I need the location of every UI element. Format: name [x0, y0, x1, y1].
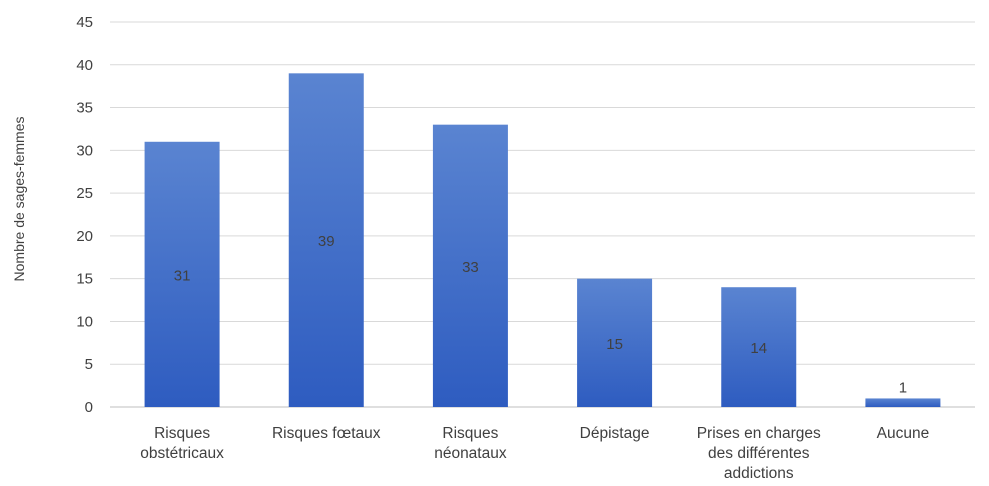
x-tick-label: Risques fœtaux	[272, 425, 381, 442]
y-tick-label: 45	[76, 14, 93, 31]
x-tick-label: Prises en charges des différentes addictio…	[697, 425, 821, 482]
y-tick-label: 15	[76, 271, 93, 288]
x-axis-categories: Risques obstétricaux Risques fœtaux Risques…	[140, 425, 929, 482]
x-tick-label: Risques obstétricaux	[140, 425, 224, 462]
bar	[577, 278, 653, 407]
bar	[721, 287, 797, 407]
y-axis-title: Nombre de sages-femmes	[11, 117, 27, 282]
data-label: 1	[899, 379, 907, 396]
data-labels: 31 39 33 15 14 1	[174, 233, 907, 396]
gridlines	[110, 21, 975, 408]
y-tick-label: 35	[76, 100, 93, 117]
y-tick-label: 10	[76, 313, 93, 330]
data-label: 31	[174, 267, 191, 284]
x-tick-label: Dépistage	[580, 425, 650, 442]
y-tick-label: 20	[76, 228, 93, 245]
y-axis-ticks: 0 5 10 15 20 25 30 35 40 45	[76, 14, 93, 416]
bar	[865, 398, 941, 407]
data-label: 14	[750, 340, 767, 357]
y-tick-label: 40	[76, 57, 93, 74]
y-tick-label: 25	[76, 185, 93, 202]
bar	[288, 73, 364, 407]
bar	[432, 124, 508, 408]
data-label: 15	[606, 336, 623, 353]
data-label: 33	[462, 259, 479, 276]
x-tick-label: Aucune	[877, 425, 930, 442]
y-tick-label: 30	[76, 142, 93, 159]
y-tick-label: 5	[85, 356, 93, 373]
bars	[144, 73, 941, 408]
data-label: 39	[318, 233, 335, 250]
bar	[144, 141, 220, 407]
x-tick-label: Risques néonataux	[434, 425, 507, 462]
y-tick-label: 0	[85, 399, 93, 416]
